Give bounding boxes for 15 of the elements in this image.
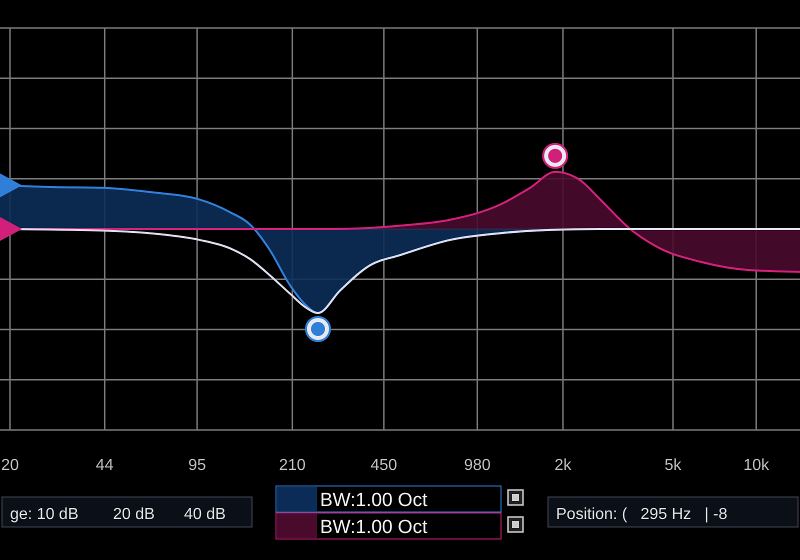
x-tick-label: 2k	[554, 457, 572, 474]
text: ge: 10 dB	[10, 506, 78, 523]
x-tick-label: 20	[1, 457, 20, 474]
x-tick-label: 210	[278, 457, 306, 474]
text: Position: ( 295 Hz | -8	[556, 506, 728, 523]
x-tick-label: 10k	[743, 457, 770, 474]
x-tick-label: 5k	[664, 457, 682, 474]
x-tick-label: 44	[96, 457, 114, 474]
x-tick-label: 95	[188, 457, 206, 474]
legend-label: BW:1.00 Oct	[320, 490, 428, 511]
text: 40 dB	[184, 506, 226, 523]
legend-label: BW:1.00 Oct	[320, 517, 428, 538]
x-tick-label: 980	[464, 457, 491, 474]
text: 20 dB	[113, 506, 155, 523]
x-tick-label: 450	[370, 457, 398, 474]
